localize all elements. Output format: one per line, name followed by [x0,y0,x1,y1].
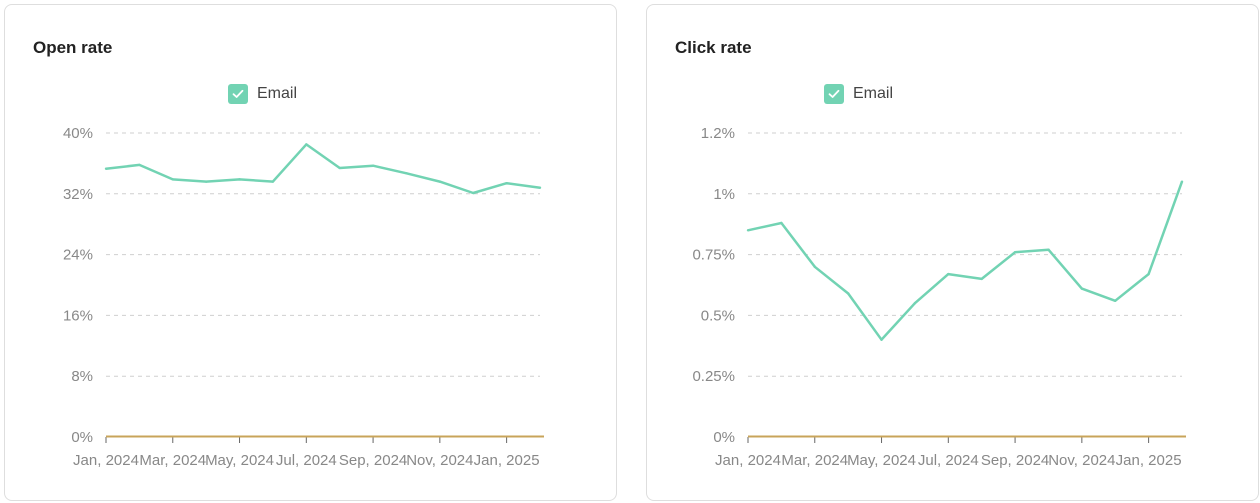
x-tick-label: Jan, 2025 [474,452,540,469]
x-tick-label: Jan, 2024 [715,452,781,469]
data-point[interactable] [1013,250,1017,254]
data-point[interactable] [1114,299,1117,303]
check-icon[interactable] [228,84,248,104]
y-tick-label: 8% [71,368,93,385]
data-point[interactable] [1147,272,1150,276]
data-point[interactable] [405,172,408,175]
data-point[interactable] [880,338,883,341]
x-tick-label: May, 2024 [205,452,274,469]
data-point[interactable] [104,167,108,170]
data-point[interactable] [1047,248,1050,251]
series-line-email[interactable] [105,143,541,195]
series-line-email[interactable] [747,181,1184,341]
data-point[interactable] [138,163,141,167]
y-tick-label: 32% [63,186,93,203]
data-point[interactable] [813,265,816,268]
data-point[interactable] [538,186,542,189]
y-tick-label: 16% [63,307,93,324]
y-tick-label: 1.2% [701,125,735,142]
click-rate-card: Click rate Email 0% 0.25% 0.5% 0.75% 1% 1.2% J… [646,4,1259,501]
x-tick-label: Jul, 2024 [276,452,337,469]
data-point[interactable] [472,191,475,195]
x-tick-label: Mar, 2024 [781,452,848,469]
chart-title: Open rate [33,38,113,57]
data-point[interactable] [746,229,750,232]
click-rate-chart: 0% 0.25% 0.5% 0.75% 1% 1.2% Jan, 2024 Mar, 2024… [692,125,1186,469]
data-point[interactable] [271,180,275,183]
data-point[interactable] [438,180,442,183]
x-tick-label: Nov, 2024 [406,452,473,469]
data-point[interactable] [338,166,341,170]
x-tick-label: Jan, 2025 [1116,452,1182,469]
check-icon[interactable] [824,84,844,104]
y-tick-label: 0.25% [692,368,735,385]
y-tick-label: 0.5% [701,307,735,324]
x-tick-label: Sep, 2024 [339,452,407,469]
data-point[interactable] [947,272,950,276]
y-tick-label: 0% [713,429,735,446]
x-tick-label: Mar, 2024 [139,452,206,469]
data-point[interactable] [913,302,917,305]
data-point[interactable] [238,178,241,181]
legend-label: Email [257,85,298,102]
data-point[interactable] [505,181,508,185]
chart-title: Click rate [675,38,752,57]
data-point[interactable] [980,277,983,281]
legend-item-email[interactable]: Email [824,84,893,104]
x-tick-label: May, 2024 [847,452,916,469]
data-point[interactable] [780,221,783,225]
x-tick-label: Jan, 2024 [73,452,139,469]
y-tick-label: 40% [63,125,93,142]
x-tick-label: Jul, 2024 [918,452,979,469]
data-point[interactable] [204,180,208,183]
open-rate-card: Open rate Email 0% 8% 16% 24% 32% 40% Jan, 202… [4,4,617,501]
y-tick-label: 1% [713,186,735,203]
legend-label: Email [853,85,894,102]
y-tick-label: 24% [63,247,93,264]
data-point[interactable] [305,143,308,146]
y-tick-label: 0% [71,429,93,446]
y-tick-label: 0.75% [692,247,735,264]
x-tick-label: Sep, 2024 [981,452,1049,469]
x-tick-label: Nov, 2024 [1048,452,1115,469]
data-point[interactable] [1180,180,1184,183]
data-point[interactable] [371,164,375,167]
data-point[interactable] [171,178,174,181]
legend-item-email[interactable]: Email [228,84,297,104]
data-point[interactable] [846,292,850,295]
data-point[interactable] [1080,287,1084,290]
